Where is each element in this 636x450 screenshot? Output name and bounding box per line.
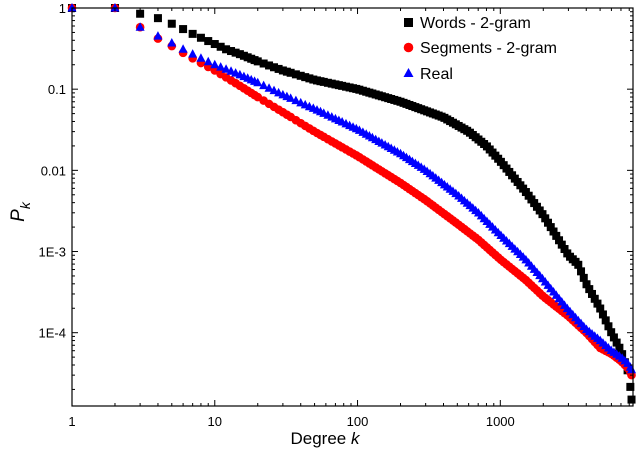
data-point (291, 95, 301, 105)
data-point (235, 50, 244, 59)
data-point (538, 210, 547, 219)
data-point (319, 77, 328, 86)
y-axis-title: Pk (8, 201, 33, 222)
data-point (577, 267, 586, 276)
data-point (552, 231, 561, 240)
data-point (609, 333, 618, 342)
legend-label-words: Words - 2-gram (420, 15, 531, 32)
data-point (549, 227, 558, 236)
data-point (596, 304, 605, 313)
data-point (557, 240, 566, 249)
legend: Words - 2-gram Segments - 2-gram Real (403, 15, 557, 83)
data-point (615, 343, 624, 352)
data-point (227, 47, 236, 56)
x-tick-label: 1 (68, 414, 75, 429)
axis-ticks: 1 10 100 1000 1 0.1 0.01 1E-3 1E-4 (39, 1, 633, 429)
data-point (216, 42, 225, 51)
data-point (286, 68, 295, 77)
y-tick-label: 0.1 (48, 82, 66, 97)
data-point (560, 245, 569, 254)
data-point (153, 14, 162, 23)
legend-label-real: Real (420, 66, 453, 83)
x-axis-title: Degree k (291, 429, 361, 448)
data-point (188, 29, 197, 38)
legend-label-segments: Segments - 2-gram (420, 40, 557, 57)
data-point (604, 322, 613, 331)
legend-item-words: Words - 2-gram (404, 15, 531, 32)
data-point (627, 364, 636, 374)
data-point (216, 62, 226, 71)
data-point (135, 22, 145, 31)
data-point (598, 310, 607, 319)
y-tick-label: 0.01 (41, 163, 66, 178)
legend-triangle-marker (403, 68, 414, 77)
data-point (204, 37, 213, 46)
data-point (67, 3, 77, 12)
data-point (601, 316, 610, 325)
data-point (203, 56, 213, 66)
data-point (264, 83, 274, 92)
series-words-2-gram (68, 4, 636, 404)
data-point (585, 285, 594, 294)
data-point (278, 66, 287, 75)
data-point (555, 236, 564, 245)
x-tick-label: 10 (208, 414, 222, 429)
y-tick-label: 1E-4 (39, 326, 66, 341)
data-point (167, 19, 176, 28)
data-point (296, 71, 305, 80)
data-point (136, 9, 145, 18)
data-point (612, 338, 621, 347)
data-point (167, 38, 177, 47)
legend-item-real: Real (403, 66, 453, 83)
data-point (222, 45, 231, 54)
x-tick-label: 1000 (486, 414, 515, 429)
data-point (588, 289, 597, 298)
data-point (286, 93, 296, 102)
series-segments-2-gram (67, 3, 636, 380)
data-point (179, 25, 188, 34)
data-point (253, 77, 263, 87)
data-point (259, 80, 269, 90)
data-point (196, 33, 205, 42)
data-point (541, 214, 550, 223)
data-point (543, 218, 552, 227)
data-point (626, 382, 635, 391)
series-real (67, 3, 636, 374)
data-point (274, 64, 283, 73)
data-point (593, 299, 602, 308)
legend-item-segments: Segments - 2-gram (403, 40, 557, 57)
x-tick-label: 100 (347, 414, 369, 429)
data-point (210, 59, 220, 69)
data-point (582, 280, 591, 289)
series-marks (67, 3, 636, 404)
data-point (590, 294, 599, 303)
y-tick-label: 1E-3 (39, 245, 66, 260)
data-point (221, 64, 231, 73)
data-point (178, 44, 188, 53)
data-point (627, 395, 636, 404)
data-point (301, 73, 310, 82)
data-point (291, 70, 300, 79)
legend-circle-marker (403, 42, 414, 53)
data-point (231, 48, 240, 57)
data-point (196, 53, 206, 62)
data-point (607, 328, 616, 337)
data-point (574, 260, 583, 269)
y-tick-label: 1 (59, 1, 66, 16)
data-point (188, 49, 198, 58)
data-point (265, 61, 274, 70)
plot-frame (71, 7, 634, 407)
data-point (210, 40, 219, 49)
data-point (253, 57, 262, 66)
data-point (546, 223, 555, 232)
data-point (579, 273, 588, 282)
data-point (270, 63, 279, 72)
data-point (110, 3, 120, 12)
data-point (153, 31, 163, 40)
data-point (269, 85, 279, 95)
data-point (259, 59, 268, 68)
legend-square-marker (404, 18, 413, 27)
